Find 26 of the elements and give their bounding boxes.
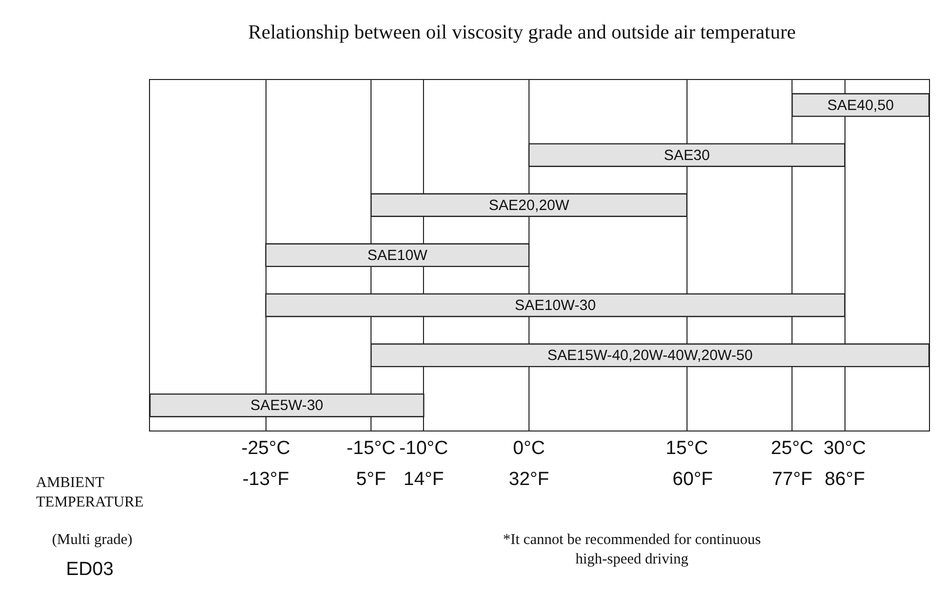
x2-tick-label: 14°F [404,469,444,490]
x-tick-label: -10°C [399,438,448,460]
x-tick-label: 30°C [824,438,866,460]
x2-tick-label: 5°F [356,469,386,490]
x-tick-label: 15°C [666,438,708,460]
x2-tick-label: 86°F [824,469,865,490]
chart-title: Relationship between oil viscosity grade and outside air temperature [248,22,796,44]
text: ED03 [66,559,114,580]
x-tick-label: 0°C [513,438,545,460]
x2-tick-label: 77°F [772,469,812,490]
y-tick-label: SAE40,50 [827,98,894,114]
y-tick-label: SAE30 [664,148,710,164]
y-tick-label: SAE5W-30 [250,398,324,414]
x2-tick-label: 32°F [508,469,550,490]
text: (Multi grade) [52,532,132,548]
y-tick-label: SAE10W [367,248,428,264]
text: AMBIENT TEMPERATURE [36,475,144,510]
x-tick-label: -25°C [241,438,290,460]
x2-tick-label: -13°F [242,469,290,490]
y-tick-label: SAE20,20W [488,198,570,214]
text: *It cannot be recommended for continuous high-speed driving [503,532,761,568]
y-tick-label: SAE10W-30 [514,298,596,314]
x-tick-label: 25°C [770,438,814,460]
x-tick-label: -15°C [346,438,396,460]
x2-tick-label: 60°F [672,469,713,490]
y-tick-label: SAE15W-40,20W-40W,20W-50 [547,348,753,364]
